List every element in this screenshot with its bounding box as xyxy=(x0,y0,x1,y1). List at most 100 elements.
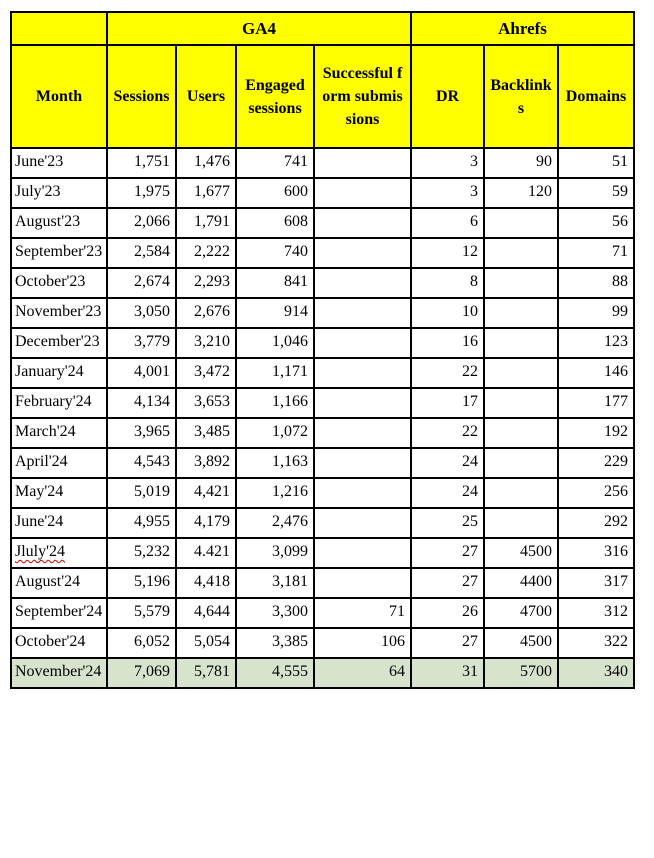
header-group-ga4: GA4 xyxy=(106,11,412,46)
cell-backlinks: 120 xyxy=(483,177,559,209)
table-row: April'24 4,543 3,892 1,163 24 229 xyxy=(10,447,635,479)
cell-backlinks xyxy=(483,267,559,299)
cell-form-submissions: 71 xyxy=(313,597,412,629)
col-header-dr: DR xyxy=(410,44,485,149)
cell-backlinks xyxy=(483,387,559,419)
cell-engaged-sessions: 1,163 xyxy=(235,447,315,479)
cell-month: January'24 xyxy=(10,357,108,389)
cell-users: 4,644 xyxy=(175,597,237,629)
cell-dr: 27 xyxy=(410,627,485,659)
col-header-backlinks: Backlinks xyxy=(483,44,559,149)
cell-engaged-sessions: 600 xyxy=(235,177,315,209)
cell-dr: 17 xyxy=(410,387,485,419)
col-header-sessions: Sessions xyxy=(106,44,177,149)
cell-sessions: 5,232 xyxy=(106,537,177,569)
cell-domains: 51 xyxy=(557,147,635,179)
cell-form-submissions xyxy=(313,417,412,449)
cell-form-submissions xyxy=(313,147,412,179)
cell-domains: 192 xyxy=(557,417,635,449)
table-row: Jluly'24 5,232 4.421 3,099 27 4500 316 xyxy=(10,537,635,569)
cell-engaged-sessions: 1,171 xyxy=(235,357,315,389)
cell-form-submissions xyxy=(313,447,412,479)
cell-users: 1,791 xyxy=(175,207,237,239)
table-row: August'23 2,066 1,791 608 6 56 xyxy=(10,207,635,239)
table-row: September'23 2,584 2,222 740 12 71 xyxy=(10,237,635,269)
cell-domains: 322 xyxy=(557,627,635,659)
cell-users: 4.421 xyxy=(175,537,237,569)
cell-users: 2,293 xyxy=(175,267,237,299)
cell-domains: 316 xyxy=(557,537,635,569)
cell-users: 1,476 xyxy=(175,147,237,179)
col-header-users: Users xyxy=(175,44,237,149)
cell-sessions: 5,019 xyxy=(106,477,177,509)
cell-sessions: 2,066 xyxy=(106,207,177,239)
table-row: November'23 3,050 2,676 914 10 99 xyxy=(10,297,635,329)
cell-users: 3,485 xyxy=(175,417,237,449)
cell-sessions: 4,955 xyxy=(106,507,177,539)
cell-backlinks xyxy=(483,417,559,449)
cell-users: 3,653 xyxy=(175,387,237,419)
cell-engaged-sessions: 3,385 xyxy=(235,627,315,659)
cell-engaged-sessions: 1,166 xyxy=(235,387,315,419)
cell-users: 5,781 xyxy=(175,657,237,689)
cell-engaged-sessions: 1,216 xyxy=(235,477,315,509)
cell-month: September'24 xyxy=(10,597,108,629)
cell-form-submissions xyxy=(313,537,412,569)
cell-form-submissions xyxy=(313,207,412,239)
cell-backlinks: 4500 xyxy=(483,537,559,569)
cell-dr: 6 xyxy=(410,207,485,239)
table-row: August'24 5,196 4,418 3,181 27 4400 317 xyxy=(10,567,635,599)
cell-form-submissions xyxy=(313,267,412,299)
cell-engaged-sessions: 740 xyxy=(235,237,315,269)
cell-month: March'24 xyxy=(10,417,108,449)
cell-form-submissions xyxy=(313,297,412,329)
cell-month: November'23 xyxy=(10,297,108,329)
cell-dr: 8 xyxy=(410,267,485,299)
cell-month: December'23 xyxy=(10,327,108,359)
cell-sessions: 2,674 xyxy=(106,267,177,299)
misspelled-month-text: Jluly'24 xyxy=(15,543,65,560)
cell-backlinks: 90 xyxy=(483,147,559,179)
table-body: June'23 1,751 1,476 741 3 90 51 July'23 1,975 1,6… xyxy=(10,147,635,689)
cell-dr: 26 xyxy=(410,597,485,629)
cell-backlinks xyxy=(483,207,559,239)
header-group-row: GA4 Ahrefs xyxy=(10,11,635,46)
cell-form-submissions xyxy=(313,237,412,269)
cell-month: June'24 xyxy=(10,507,108,539)
cell-sessions: 5,579 xyxy=(106,597,177,629)
cell-dr: 31 xyxy=(410,657,485,689)
cell-domains: 312 xyxy=(557,597,635,629)
header-columns-row: Month Sessions Users Engaged sessions Su… xyxy=(10,44,635,149)
cell-domains: 56 xyxy=(557,207,635,239)
cell-form-submissions xyxy=(313,477,412,509)
cell-domains: 256 xyxy=(557,477,635,509)
cell-engaged-sessions: 3,181 xyxy=(235,567,315,599)
table-row: October'23 2,674 2,293 841 8 88 xyxy=(10,267,635,299)
cell-engaged-sessions: 741 xyxy=(235,147,315,179)
cell-sessions: 4,134 xyxy=(106,387,177,419)
cell-backlinks xyxy=(483,477,559,509)
cell-sessions: 2,584 xyxy=(106,237,177,269)
cell-form-submissions xyxy=(313,567,412,599)
cell-month: May'24 xyxy=(10,477,108,509)
cell-dr: 24 xyxy=(410,447,485,479)
cell-sessions: 3,050 xyxy=(106,297,177,329)
cell-engaged-sessions: 1,046 xyxy=(235,327,315,359)
metrics-table: GA4 Ahrefs Month Sessions Users Engaged … xyxy=(10,11,635,689)
cell-dr: 22 xyxy=(410,417,485,449)
cell-domains: 177 xyxy=(557,387,635,419)
table-row: November'24 7,069 5,781 4,555 64 31 5700 340 xyxy=(10,657,635,689)
cell-users: 5,054 xyxy=(175,627,237,659)
cell-month: August'24 xyxy=(10,567,108,599)
cell-domains: 292 xyxy=(557,507,635,539)
cell-month: June'23 xyxy=(10,147,108,179)
table-row: December'23 3,779 3,210 1,046 16 123 xyxy=(10,327,635,359)
cell-dr: 3 xyxy=(410,147,485,179)
cell-backlinks xyxy=(483,297,559,329)
cell-form-submissions xyxy=(313,387,412,419)
cell-month: February'24 xyxy=(10,387,108,419)
cell-month: July'23 xyxy=(10,177,108,209)
cell-backlinks xyxy=(483,507,559,539)
table-row: January'24 4,001 3,472 1,171 22 146 xyxy=(10,357,635,389)
cell-domains: 59 xyxy=(557,177,635,209)
